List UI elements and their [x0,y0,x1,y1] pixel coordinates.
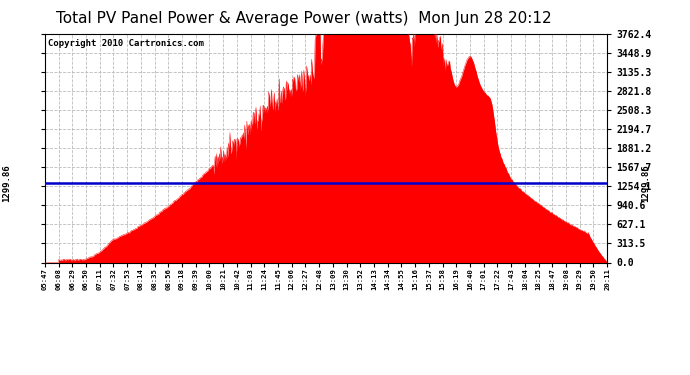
Text: Copyright 2010 Cartronics.com: Copyright 2010 Cartronics.com [48,39,204,48]
Text: 1299.86: 1299.86 [640,165,650,202]
Text: Total PV Panel Power & Average Power (watts)  Mon Jun 28 20:12: Total PV Panel Power & Average Power (wa… [56,11,551,26]
Text: 1299.86: 1299.86 [2,165,12,202]
